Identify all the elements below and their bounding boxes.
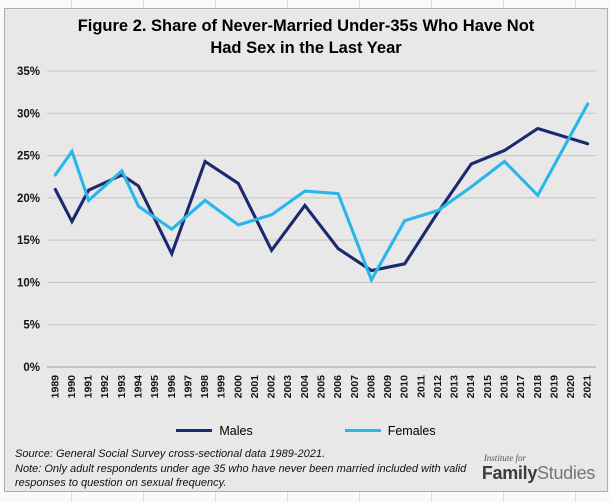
logo-studies: Studies xyxy=(537,463,595,484)
svg-text:35%: 35% xyxy=(17,66,40,78)
svg-text:2003: 2003 xyxy=(282,375,294,399)
ifs-logo: Institute for FamilyStudies xyxy=(482,447,597,484)
svg-text:1992: 1992 xyxy=(99,375,111,399)
svg-text:25%: 25% xyxy=(17,151,40,163)
svg-text:2020: 2020 xyxy=(565,375,577,399)
svg-text:30%: 30% xyxy=(17,109,40,121)
chart-title: Figure 2. Share of Never-Married Under-3… xyxy=(5,9,607,63)
svg-text:1997: 1997 xyxy=(182,375,194,399)
svg-text:20%: 20% xyxy=(17,193,40,205)
svg-text:0%: 0% xyxy=(23,362,40,374)
svg-text:2019: 2019 xyxy=(548,375,560,399)
svg-text:2002: 2002 xyxy=(266,375,278,399)
chart-svg: 0% 5% 10% 15% 20% 25% 30% 35% 1989 1990 1991 1992 19… xyxy=(17,66,596,399)
svg-text:1999: 1999 xyxy=(216,375,228,399)
svg-text:2009: 2009 xyxy=(382,375,394,399)
svg-text:2007: 2007 xyxy=(349,375,361,399)
svg-text:2010: 2010 xyxy=(399,375,411,399)
svg-text:5%: 5% xyxy=(23,320,40,332)
svg-text:1998: 1998 xyxy=(199,375,211,399)
plot-area: 0% 5% 10% 15% 20% 25% 30% 35% 1989 1990 1991 1992 19… xyxy=(5,63,607,419)
svg-text:2001: 2001 xyxy=(249,375,261,399)
logo-family: Family xyxy=(481,463,538,484)
legend-item-females: Females xyxy=(344,423,436,438)
logo-institute-for: Institute for xyxy=(483,453,527,464)
svg-text:2000: 2000 xyxy=(232,375,244,399)
svg-text:1993: 1993 xyxy=(116,375,128,399)
svg-text:1994: 1994 xyxy=(133,375,145,399)
svg-text:2016: 2016 xyxy=(499,375,511,399)
svg-text:2006: 2006 xyxy=(332,375,344,399)
svg-text:2018: 2018 xyxy=(532,375,544,399)
females-legend-label: Females xyxy=(387,423,436,438)
svg-text:1990: 1990 xyxy=(66,375,78,399)
svg-text:2004: 2004 xyxy=(299,375,311,399)
svg-text:1995: 1995 xyxy=(149,375,161,399)
source-notes: Source: General Social Survey cross-sect… xyxy=(15,447,477,491)
legend: Males Females xyxy=(5,419,607,442)
chart-footer: Source: General Social Survey cross-sect… xyxy=(5,442,607,491)
svg-text:10%: 10% xyxy=(17,278,40,290)
legend-item-males: Males xyxy=(176,423,253,438)
chart-panel: Figure 2. Share of Never-Married Under-3… xyxy=(4,8,608,492)
svg-text:2015: 2015 xyxy=(482,375,494,399)
svg-text:15%: 15% xyxy=(17,236,40,248)
males-line-swatch xyxy=(176,429,213,433)
chart-title-text: Figure 2. Share of Never-Married Under-3… xyxy=(77,17,535,57)
females-line-swatch xyxy=(344,429,381,433)
svg-text:1989: 1989 xyxy=(49,375,61,399)
svg-text:2008: 2008 xyxy=(365,375,377,399)
svg-text:2021: 2021 xyxy=(582,375,594,399)
source-text: Source: General Social Survey cross-sect… xyxy=(15,448,326,461)
svg-text:2005: 2005 xyxy=(316,375,328,399)
svg-text:2017: 2017 xyxy=(515,375,527,399)
svg-text:2011: 2011 xyxy=(415,375,427,398)
svg-text:2012: 2012 xyxy=(432,375,444,399)
svg-text:1996: 1996 xyxy=(166,375,178,399)
svg-text:2013: 2013 xyxy=(449,375,461,399)
svg-text:1991: 1991 xyxy=(83,375,95,399)
males-legend-label: Males xyxy=(219,423,253,438)
note-text: Note: Only adult respondents under age 3… xyxy=(15,462,467,490)
svg-text:2014: 2014 xyxy=(465,375,477,399)
